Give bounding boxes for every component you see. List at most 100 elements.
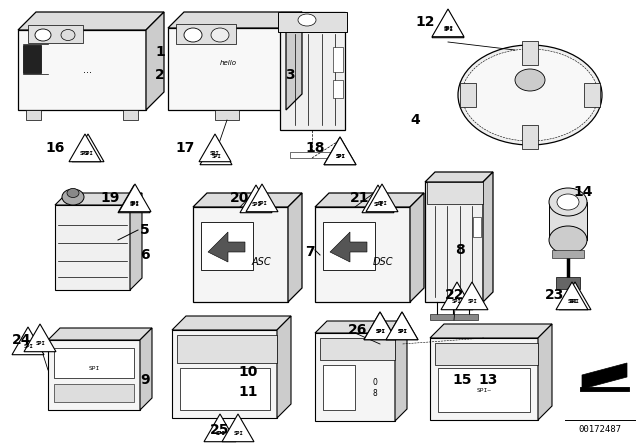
Polygon shape (246, 184, 278, 212)
Text: SPI: SPI (452, 299, 462, 304)
Text: SPI: SPI (215, 431, 225, 436)
Polygon shape (12, 327, 44, 355)
Polygon shape (386, 312, 418, 340)
Polygon shape (48, 328, 152, 340)
Bar (201, 222, 253, 270)
Text: SPI: SPI (233, 431, 243, 436)
Bar (280, 12, 345, 130)
Ellipse shape (458, 45, 602, 145)
Bar (176, 24, 236, 44)
Bar (315, 333, 395, 421)
Polygon shape (130, 193, 142, 290)
Text: SPI: SPI (467, 299, 477, 304)
Text: SPI: SPI (211, 154, 221, 159)
Polygon shape (119, 184, 151, 212)
Bar (54, 348, 134, 378)
Ellipse shape (67, 189, 79, 198)
Polygon shape (410, 193, 424, 302)
Bar (278, 12, 347, 32)
Text: SPI: SPI (375, 329, 385, 334)
Polygon shape (386, 312, 418, 340)
Polygon shape (240, 185, 272, 213)
Text: 10: 10 (238, 365, 258, 379)
Bar (315, 207, 410, 302)
Text: SPI: SPI (570, 299, 580, 304)
Bar (180, 368, 270, 410)
Bar (193, 207, 288, 302)
Bar (427, 182, 483, 204)
Polygon shape (330, 232, 367, 262)
Polygon shape (362, 185, 394, 213)
Text: 25: 25 (211, 423, 230, 437)
Bar (460, 83, 476, 107)
Text: 1: 1 (155, 45, 165, 59)
Text: SPI: SPI (567, 299, 577, 304)
Bar (522, 125, 538, 149)
Bar (290, 152, 335, 158)
Polygon shape (55, 193, 142, 205)
Text: 4: 4 (410, 113, 420, 127)
Polygon shape (364, 312, 396, 340)
Polygon shape (395, 321, 407, 421)
Polygon shape (315, 321, 407, 333)
Polygon shape (69, 134, 101, 162)
Bar (54, 384, 134, 402)
Text: 24: 24 (12, 333, 32, 347)
Ellipse shape (549, 188, 587, 216)
Text: SPI~: SPI~ (477, 388, 492, 392)
Bar (473, 217, 481, 237)
Polygon shape (324, 137, 356, 165)
Text: SPI: SPI (377, 201, 387, 206)
Bar (430, 338, 538, 420)
Polygon shape (200, 137, 232, 165)
Text: SPI: SPI (397, 329, 407, 334)
Bar (215, 110, 239, 120)
Polygon shape (324, 137, 356, 165)
Polygon shape (168, 12, 302, 28)
Polygon shape (193, 193, 302, 207)
Polygon shape (204, 414, 236, 442)
Text: SPI: SPI (130, 201, 140, 206)
Text: ASC: ASC (251, 257, 271, 267)
Text: 21: 21 (350, 191, 370, 205)
Bar (425, 182, 483, 302)
Polygon shape (315, 193, 424, 207)
Text: DSC: DSC (372, 257, 393, 267)
Text: SPI: SPI (210, 151, 220, 156)
Bar (333, 47, 343, 72)
Bar (584, 83, 600, 107)
Bar (123, 110, 138, 120)
Text: 22: 22 (445, 288, 465, 302)
Text: 23: 23 (545, 288, 564, 302)
Text: SPI: SPI (80, 151, 90, 156)
Text: 11: 11 (238, 385, 258, 399)
Bar (55, 205, 130, 290)
Bar (320, 338, 395, 360)
Text: 7: 7 (305, 245, 315, 259)
Ellipse shape (211, 28, 229, 42)
Text: 16: 16 (45, 141, 65, 155)
Text: 9: 9 (140, 373, 150, 387)
Text: 5: 5 (140, 223, 150, 237)
Polygon shape (140, 328, 152, 410)
Polygon shape (199, 134, 231, 162)
Ellipse shape (557, 194, 579, 210)
Text: SPI: SPI (335, 154, 345, 159)
Text: 20: 20 (230, 191, 250, 205)
Text: SPI: SPI (443, 27, 453, 32)
Text: 13: 13 (478, 373, 498, 387)
Polygon shape (172, 316, 291, 330)
Text: SPI: SPI (375, 329, 385, 334)
Text: 12: 12 (415, 15, 435, 29)
Polygon shape (222, 414, 254, 442)
Text: 15: 15 (452, 373, 472, 387)
Bar (323, 365, 355, 410)
Text: SPI: SPI (373, 202, 383, 207)
Text: SPI: SPI (257, 201, 267, 206)
Polygon shape (364, 312, 396, 340)
Polygon shape (456, 282, 488, 310)
Ellipse shape (61, 30, 75, 40)
Polygon shape (24, 324, 56, 352)
Text: hello: hello (220, 60, 237, 66)
Bar (48, 340, 140, 410)
